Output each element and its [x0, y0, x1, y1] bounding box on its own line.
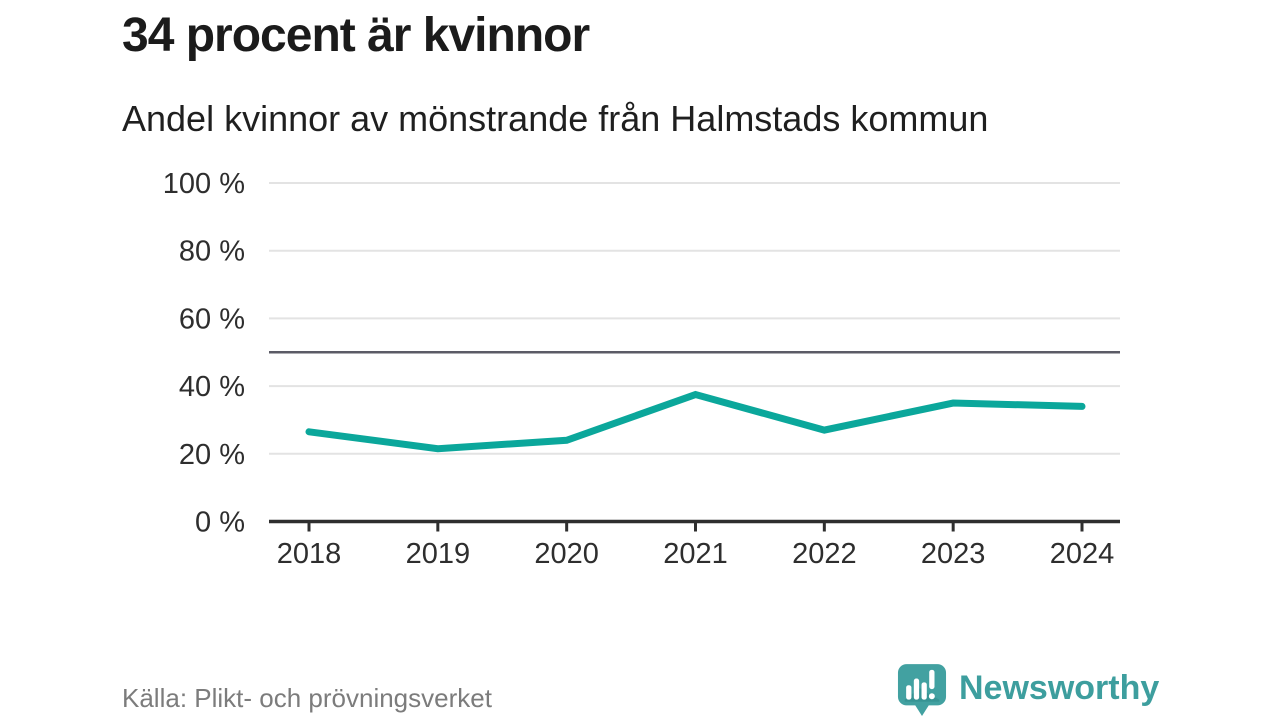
logo-exclamation-bar	[929, 669, 935, 690]
x-axis-label: 2021	[663, 538, 728, 570]
source-note: Källa: Plikt- och prövningsverket	[122, 683, 492, 713]
y-axis-label: 60 %	[179, 303, 245, 335]
chart-subtitle: Andel kvinnor av mönstrande från Halmsta…	[122, 98, 989, 139]
x-axis-label: 2020	[534, 538, 599, 570]
x-axis-label: 2019	[406, 538, 471, 570]
x-axis-label: 2023	[921, 538, 986, 570]
data-line-share-of-women	[305, 390, 1086, 453]
y-axis-label: 0 %	[195, 507, 245, 539]
logo-exclamation-dot	[928, 693, 935, 700]
line-chart: 0 % 20 % 40 % 60 % 80 % 100 % 2018 2019 2020 2021…	[163, 168, 1120, 570]
y-axis-label: 100 %	[163, 168, 245, 200]
y-axis-label: 80 %	[179, 236, 245, 268]
x-axis-label: 2024	[1050, 538, 1115, 570]
logo-bar-2	[913, 678, 920, 700]
logo-bar-1	[906, 685, 912, 700]
x-axis-label: 2022	[792, 538, 857, 570]
x-axis-label: 2018	[277, 538, 342, 570]
newsworthy-logo[interactable]: Newsworthy	[897, 663, 1159, 717]
chart-title: 34 procent är kvinnor	[122, 9, 590, 62]
newsworthy-logo-text: Newsworthy	[959, 669, 1160, 707]
newsworthy-logo-icon	[897, 664, 947, 716]
y-axis-label: 40 %	[179, 371, 245, 403]
y-axis-label: 20 %	[179, 439, 245, 471]
logo-bar-3	[921, 682, 927, 700]
